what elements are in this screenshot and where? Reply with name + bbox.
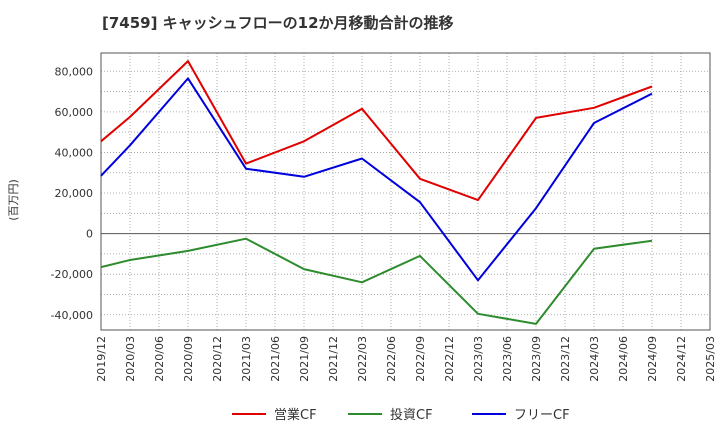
y-tick-label: -40,000 (51, 309, 93, 322)
x-tick-labels: 2019/12 2020/03 2020/06 2020/09 2020/12 2021/… (95, 336, 717, 382)
series-lines (100, 60, 653, 325)
plot-frame (100, 52, 711, 331)
y-tick-label: 60,000 (55, 106, 94, 119)
x-tick-label: 2020/12 (211, 336, 224, 382)
legend: 営業CF 投資CF フリーCF (232, 407, 570, 423)
legend-label: 営業CF (274, 407, 317, 423)
x-tick-label: 2024/12 (675, 336, 688, 382)
grid-lines (101, 53, 710, 330)
y-tick-label: 20,000 (55, 187, 94, 200)
x-tick-label: 2022/03 (356, 336, 369, 382)
chart-title: [7459] キャッシュフローの12か月移動合計の推移 (102, 14, 454, 32)
y-tick-label: 0 (86, 228, 93, 241)
x-tick-label: 2023/12 (559, 336, 572, 382)
legend-label: フリーCF (514, 408, 570, 423)
x-tick-label: 2021/03 (240, 336, 253, 382)
x-tick-label: 2021/12 (327, 336, 340, 382)
x-tick-label: 2023/03 (472, 336, 485, 382)
y-tick-label: -20,000 (51, 268, 93, 281)
x-tick-label: 2023/09 (530, 336, 543, 382)
y-axis-label: (百万円) (7, 179, 20, 221)
series-line-営業CF (100, 60, 653, 202)
x-tick-label: 2024/06 (617, 336, 630, 382)
x-tick-label: 2020/06 (153, 336, 166, 382)
legend-label: 投資CF (390, 407, 433, 423)
x-tick-label: 2025/03 (704, 336, 717, 382)
x-tick-label: 2023/06 (501, 336, 514, 382)
y-tick-label: 80,000 (55, 65, 94, 78)
x-tick-label: 2024/09 (646, 336, 659, 382)
x-tick-label: 2020/09 (182, 336, 195, 382)
y-tick-label: 40,000 (55, 146, 94, 159)
x-tick-label: 2024/03 (588, 336, 601, 382)
x-tick-label: 2020/03 (124, 336, 137, 382)
x-tick-label: 2022/06 (385, 336, 398, 382)
x-tick-label: 2021/06 (269, 336, 282, 382)
x-tick-label: 2022/12 (443, 336, 456, 382)
x-tick-label: 2019/12 (95, 336, 108, 382)
y-tick-labels: -40,000 -20,000 0 20,000 40,000 60,000 80,000 (51, 65, 93, 322)
series-line-フリーCF (100, 77, 653, 282)
x-tick-label: 2022/09 (414, 336, 427, 382)
series-line-投資CF (100, 237, 653, 325)
x-tick-label: 2021/09 (298, 336, 311, 382)
